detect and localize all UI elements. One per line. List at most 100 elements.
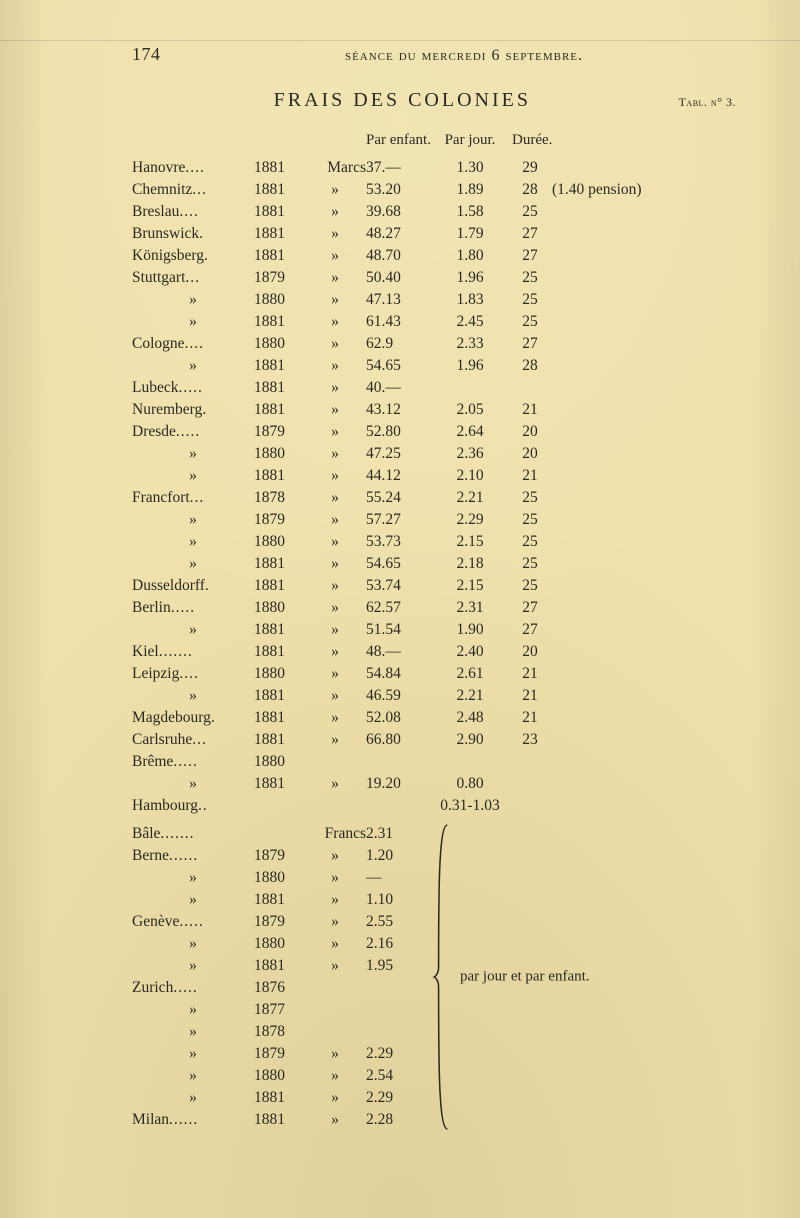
year: 1879 (254, 913, 285, 930)
year: 1878 (254, 1023, 285, 1040)
table-row: »1880»2.54 (132, 1065, 432, 1087)
par-enfant-value: 61.43 (366, 313, 401, 330)
ditto-mark: » (304, 421, 366, 443)
ditto-mark: » (132, 999, 254, 1021)
place-name: Zurich..... (132, 979, 198, 996)
ditto-mark: » (304, 465, 366, 487)
year: 1879 (254, 847, 285, 864)
ditto-mark: » (304, 1043, 366, 1065)
year: 1878 (254, 489, 285, 506)
year: 1881 (254, 225, 285, 242)
ditto-mark: » (132, 1065, 254, 1087)
ditto-mark: » (304, 1109, 366, 1131)
year: 1877 (254, 1001, 285, 1018)
ditto-mark: » (132, 867, 254, 889)
year: 1881 (254, 1089, 285, 1106)
year: 1881 (254, 313, 285, 330)
par-jour-value: 1.96 (456, 269, 483, 286)
ditto-mark: » (304, 933, 366, 955)
duree-value: 28 (522, 181, 538, 198)
par-jour-value: 2.40 (456, 643, 483, 660)
table-row: Stuttgart...1879»50.401.9625 (132, 267, 736, 289)
ditto-mark: » (304, 845, 366, 867)
par-jour-value: 2.05 (456, 401, 483, 418)
table-row: »1879»2.29 (132, 1043, 432, 1065)
table-row: Leipzig....1880»54.842.6121 (132, 663, 736, 685)
par-enfant-value: 53.73 (366, 533, 401, 550)
ditto-mark: » (132, 443, 254, 465)
value: 1.95 (366, 957, 393, 974)
par-enfant-value: 54.65 (366, 357, 401, 374)
year: 1881 (254, 1111, 285, 1128)
table-row: Francfort...1878»55.242.2125 (132, 487, 736, 509)
par-jour-value: 2.15 (456, 533, 483, 550)
duree-value: 27 (522, 599, 538, 616)
ditto-mark: » (132, 311, 254, 333)
ditto-mark: » (304, 955, 366, 977)
year: 1881 (254, 687, 285, 704)
year: 1880 (254, 291, 285, 308)
par-jour-value: 2.33 (456, 335, 483, 352)
second-table-body: Bâle.......Francs2.31Berne......1879»1.2… (132, 823, 432, 1131)
year: 1881 (254, 379, 285, 396)
par-jour-value: 2.45 (456, 313, 483, 330)
value: — (366, 869, 382, 886)
ditto-mark: » (304, 575, 366, 597)
ditto-mark: » (304, 355, 366, 377)
year: 1880 (254, 335, 285, 352)
place-name: Dusseldorff. (132, 577, 210, 594)
par-jour-value: 1.30 (456, 159, 483, 176)
par-jour-value: 1.79 (456, 225, 483, 242)
par-enfant-value: 19.20 (366, 775, 401, 792)
year: 1881 (254, 577, 285, 594)
place-name: Breslau.... (132, 203, 199, 220)
table-body: Hanovre....1881Marcs37.—1.3029Chemnitz..… (132, 157, 736, 817)
par-jour-value: 2.61 (456, 665, 483, 682)
ditto-mark: » (304, 1087, 366, 1109)
par-jour-value: 1.89 (456, 181, 483, 198)
par-jour-value: 2.29 (456, 511, 483, 528)
ditto-mark: » (132, 289, 254, 311)
table-row: Lubeck.....1881»40.— (132, 377, 736, 399)
ditto-mark: » (304, 729, 366, 751)
place-name: Hambourg.. (132, 797, 208, 814)
ditto-mark: » (132, 1087, 254, 1109)
place-name: Hanovre.... (132, 159, 205, 176)
duree-value: 25 (522, 291, 538, 308)
value: 1.10 (366, 891, 393, 908)
ditto-mark: » (304, 443, 366, 465)
col-header-par-enfant: Par enfant. (366, 130, 432, 157)
ditto-mark: » (304, 377, 366, 399)
ditto-mark: » (304, 223, 366, 245)
second-table: Bâle.......Francs2.31Berne......1879»1.2… (132, 823, 432, 1131)
curly-brace-icon (432, 823, 454, 1131)
par-jour-value: 2.36 (456, 445, 483, 462)
table-row: Hambourg..0.31-1.03 (132, 795, 736, 817)
duree-value: 27 (522, 335, 538, 352)
year: 1881 (254, 203, 285, 220)
ditto-mark: » (132, 685, 254, 707)
year: 1881 (254, 181, 285, 198)
place-name: Stuttgart... (132, 269, 200, 286)
value: 1.20 (366, 847, 393, 864)
table-row: Dusseldorff.1881»53.742.1525 (132, 575, 736, 597)
duree-value: 23 (522, 731, 538, 748)
year: 1879 (254, 269, 285, 286)
duree-value: 27 (522, 225, 538, 242)
table-row: Breslau....1881»39.681.5825 (132, 201, 736, 223)
col-header-par-jour: Par jour. (432, 130, 508, 157)
year: 1881 (254, 159, 285, 176)
par-jour-value: 2.31 (456, 599, 483, 616)
second-block: Bâle.......Francs2.31Berne......1879»1.2… (132, 823, 736, 1131)
par-jour-value: 1.80 (456, 247, 483, 264)
ditto-mark: » (132, 773, 254, 795)
duree-value: 27 (522, 621, 538, 638)
running-head: 174 séance du mercredi 6 septembre. (132, 44, 736, 65)
par-jour-value: 1.90 (456, 621, 483, 638)
ditto-mark: » (132, 355, 254, 377)
place-name: Nuremberg. (132, 401, 207, 418)
ditto-mark: » (132, 465, 254, 487)
ditto-mark: » (304, 641, 366, 663)
value: 2.31 (366, 825, 393, 842)
par-enfant-value: 40.— (366, 379, 401, 396)
